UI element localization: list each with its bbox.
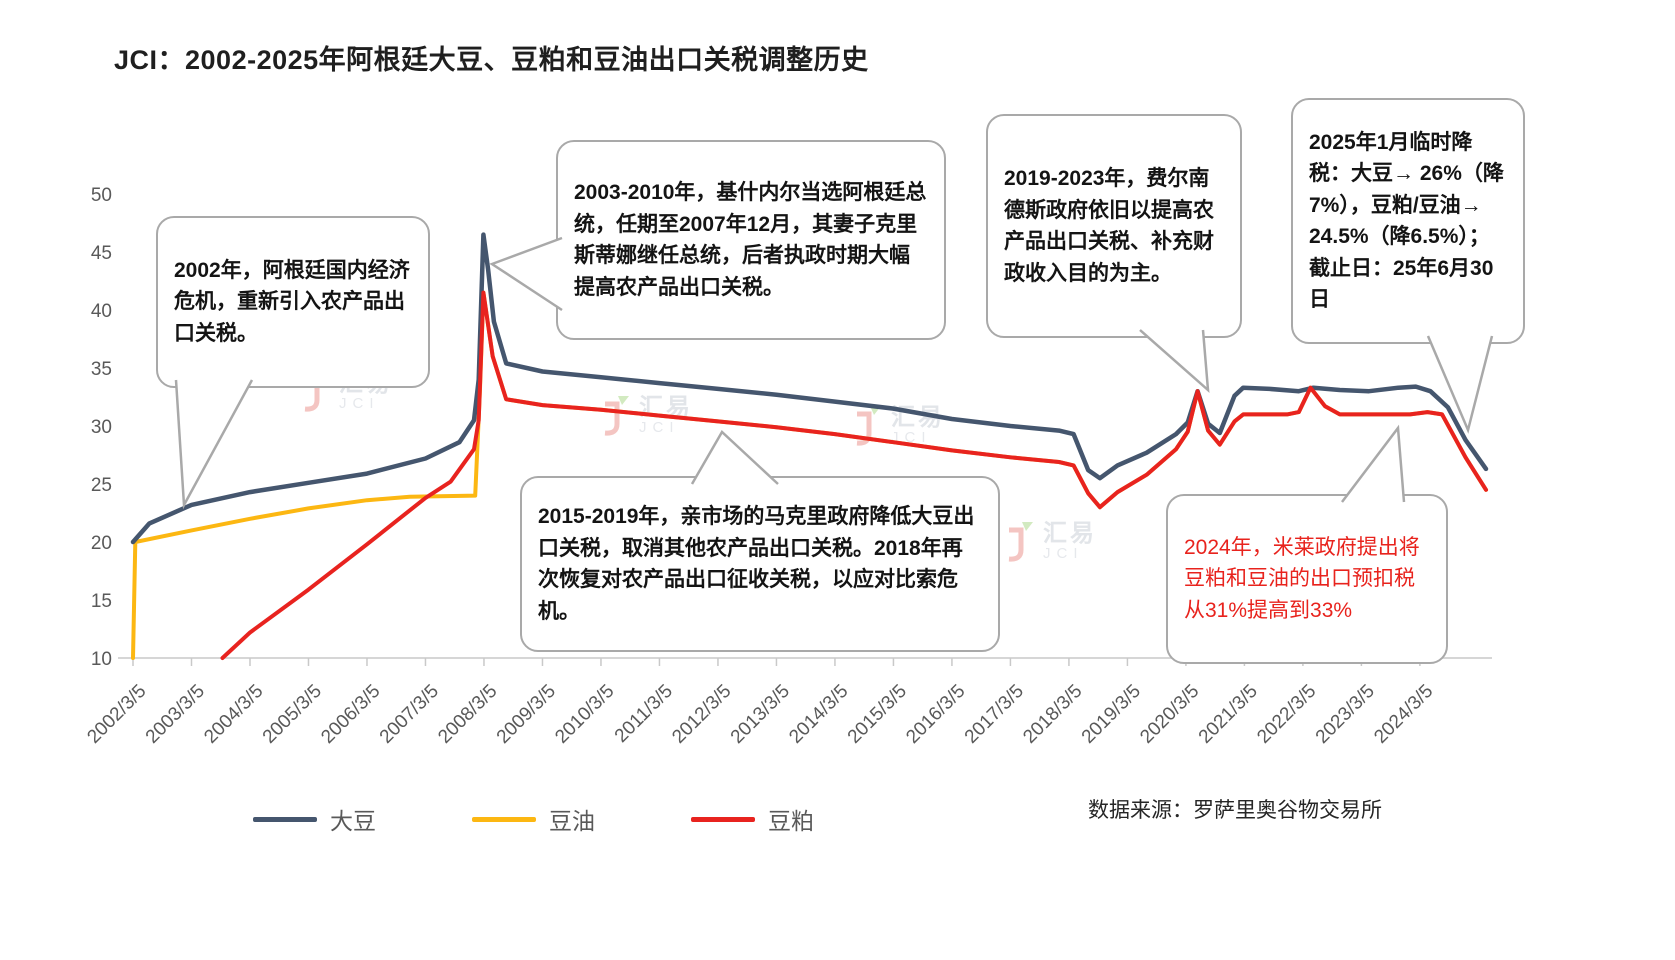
- x-tick-label: 2013/3/5: [727, 681, 794, 748]
- data-source-note: 数据来源：罗萨里奥谷物交易所: [1088, 799, 1382, 822]
- x-tick-label: 2017/3/5: [961, 681, 1028, 748]
- x-tick-label: 2005/3/5: [259, 681, 326, 748]
- y-tick-label: 10: [91, 649, 112, 670]
- y-tick-label: 25: [91, 475, 112, 496]
- legend-item-soyoil[interactable]: 豆油: [472, 802, 595, 836]
- chart-title: JCI：2002-2025年阿根廷大豆、豆粕和豆油出口关税调整历史: [114, 45, 869, 75]
- y-tick-label: 20: [91, 533, 112, 554]
- y-tick-label: 50: [91, 185, 112, 206]
- y-tick-label: 40: [91, 301, 112, 322]
- callout-2024-milei: 2024年，米莱政府提出将豆粕和豆油的出口预扣税从31%提高到33%: [1166, 494, 1448, 664]
- x-tick-label: 2008/3/5: [434, 681, 501, 748]
- x-tick-label: 2014/3/5: [785, 681, 852, 748]
- callout-2003-kirchner: 2003-2010年，基什内尔当选阿根廷总统，任期至2007年12月，其妻子克里…: [556, 140, 946, 340]
- x-tick-label: 2019/3/5: [1078, 681, 1145, 748]
- x-tick-label: 2021/3/5: [1195, 681, 1262, 748]
- x-tick-label: 2016/3/5: [902, 681, 969, 748]
- x-tick-label: 2009/3/5: [493, 681, 560, 748]
- chart-legend: 大豆 豆油 豆粕: [253, 802, 814, 836]
- x-tick-label: 2012/3/5: [668, 681, 735, 748]
- x-tick-label: 2024/3/5: [1370, 681, 1437, 748]
- x-tick-label: 2004/3/5: [200, 681, 267, 748]
- legend-swatch-soybean: [253, 816, 317, 822]
- y-tick-label: 15: [91, 591, 112, 612]
- x-tick-label: 2003/3/5: [142, 681, 209, 748]
- series-line-soybean: [130, 232, 1489, 545]
- x-tick-label: 2022/3/5: [1253, 681, 1320, 748]
- x-tick-label: 2006/3/5: [317, 681, 384, 748]
- callout-2025-temp-cut: 2025年1月临时降税：大豆→ 26%（降7%），豆粕/豆油→ 24.5%（降6…: [1291, 98, 1525, 344]
- x-tick-label: 2011/3/5: [611, 681, 677, 747]
- x-tick-label: 2015/3/5: [844, 681, 911, 748]
- legend-item-soybean[interactable]: 大豆: [253, 802, 376, 836]
- callout-2002-crisis: 2002年，阿根廷国内经济危机，重新引入农产品出口关税。: [156, 216, 430, 388]
- y-tick-label: 30: [91, 417, 112, 438]
- callout-2015-macri: 2015-2019年，亲市场的马克里政府降低大豆出口关税，取消其他农产品出口关税…: [520, 476, 1000, 652]
- x-tick-label: 2010/3/5: [551, 681, 618, 748]
- x-tick-label: 2007/3/5: [376, 681, 443, 748]
- x-tick-label: 2020/3/5: [1136, 681, 1203, 748]
- x-tick-label: 2002/3/5: [83, 681, 150, 748]
- y-tick-label: 35: [91, 359, 112, 380]
- x-tick-label: 2023/3/5: [1312, 681, 1379, 748]
- callout-2019-fernandez: 2019-2023年，费尔南德斯政府依旧以提高农产品出口关税、补充财政收入目的为…: [986, 114, 1242, 338]
- legend-item-soymeal[interactable]: 豆粕: [691, 802, 814, 836]
- y-tick-label: 45: [91, 243, 112, 264]
- legend-label-soymeal: 豆粕: [768, 808, 814, 834]
- legend-label-soybean: 大豆: [330, 808, 376, 834]
- series-line-soymeal: [220, 290, 1488, 660]
- legend-swatch-soyoil: [472, 816, 536, 822]
- legend-swatch-soymeal: [691, 816, 755, 822]
- legend-label-soyoil: 豆油: [549, 808, 595, 834]
- x-tick-label: 2018/3/5: [1019, 681, 1086, 748]
